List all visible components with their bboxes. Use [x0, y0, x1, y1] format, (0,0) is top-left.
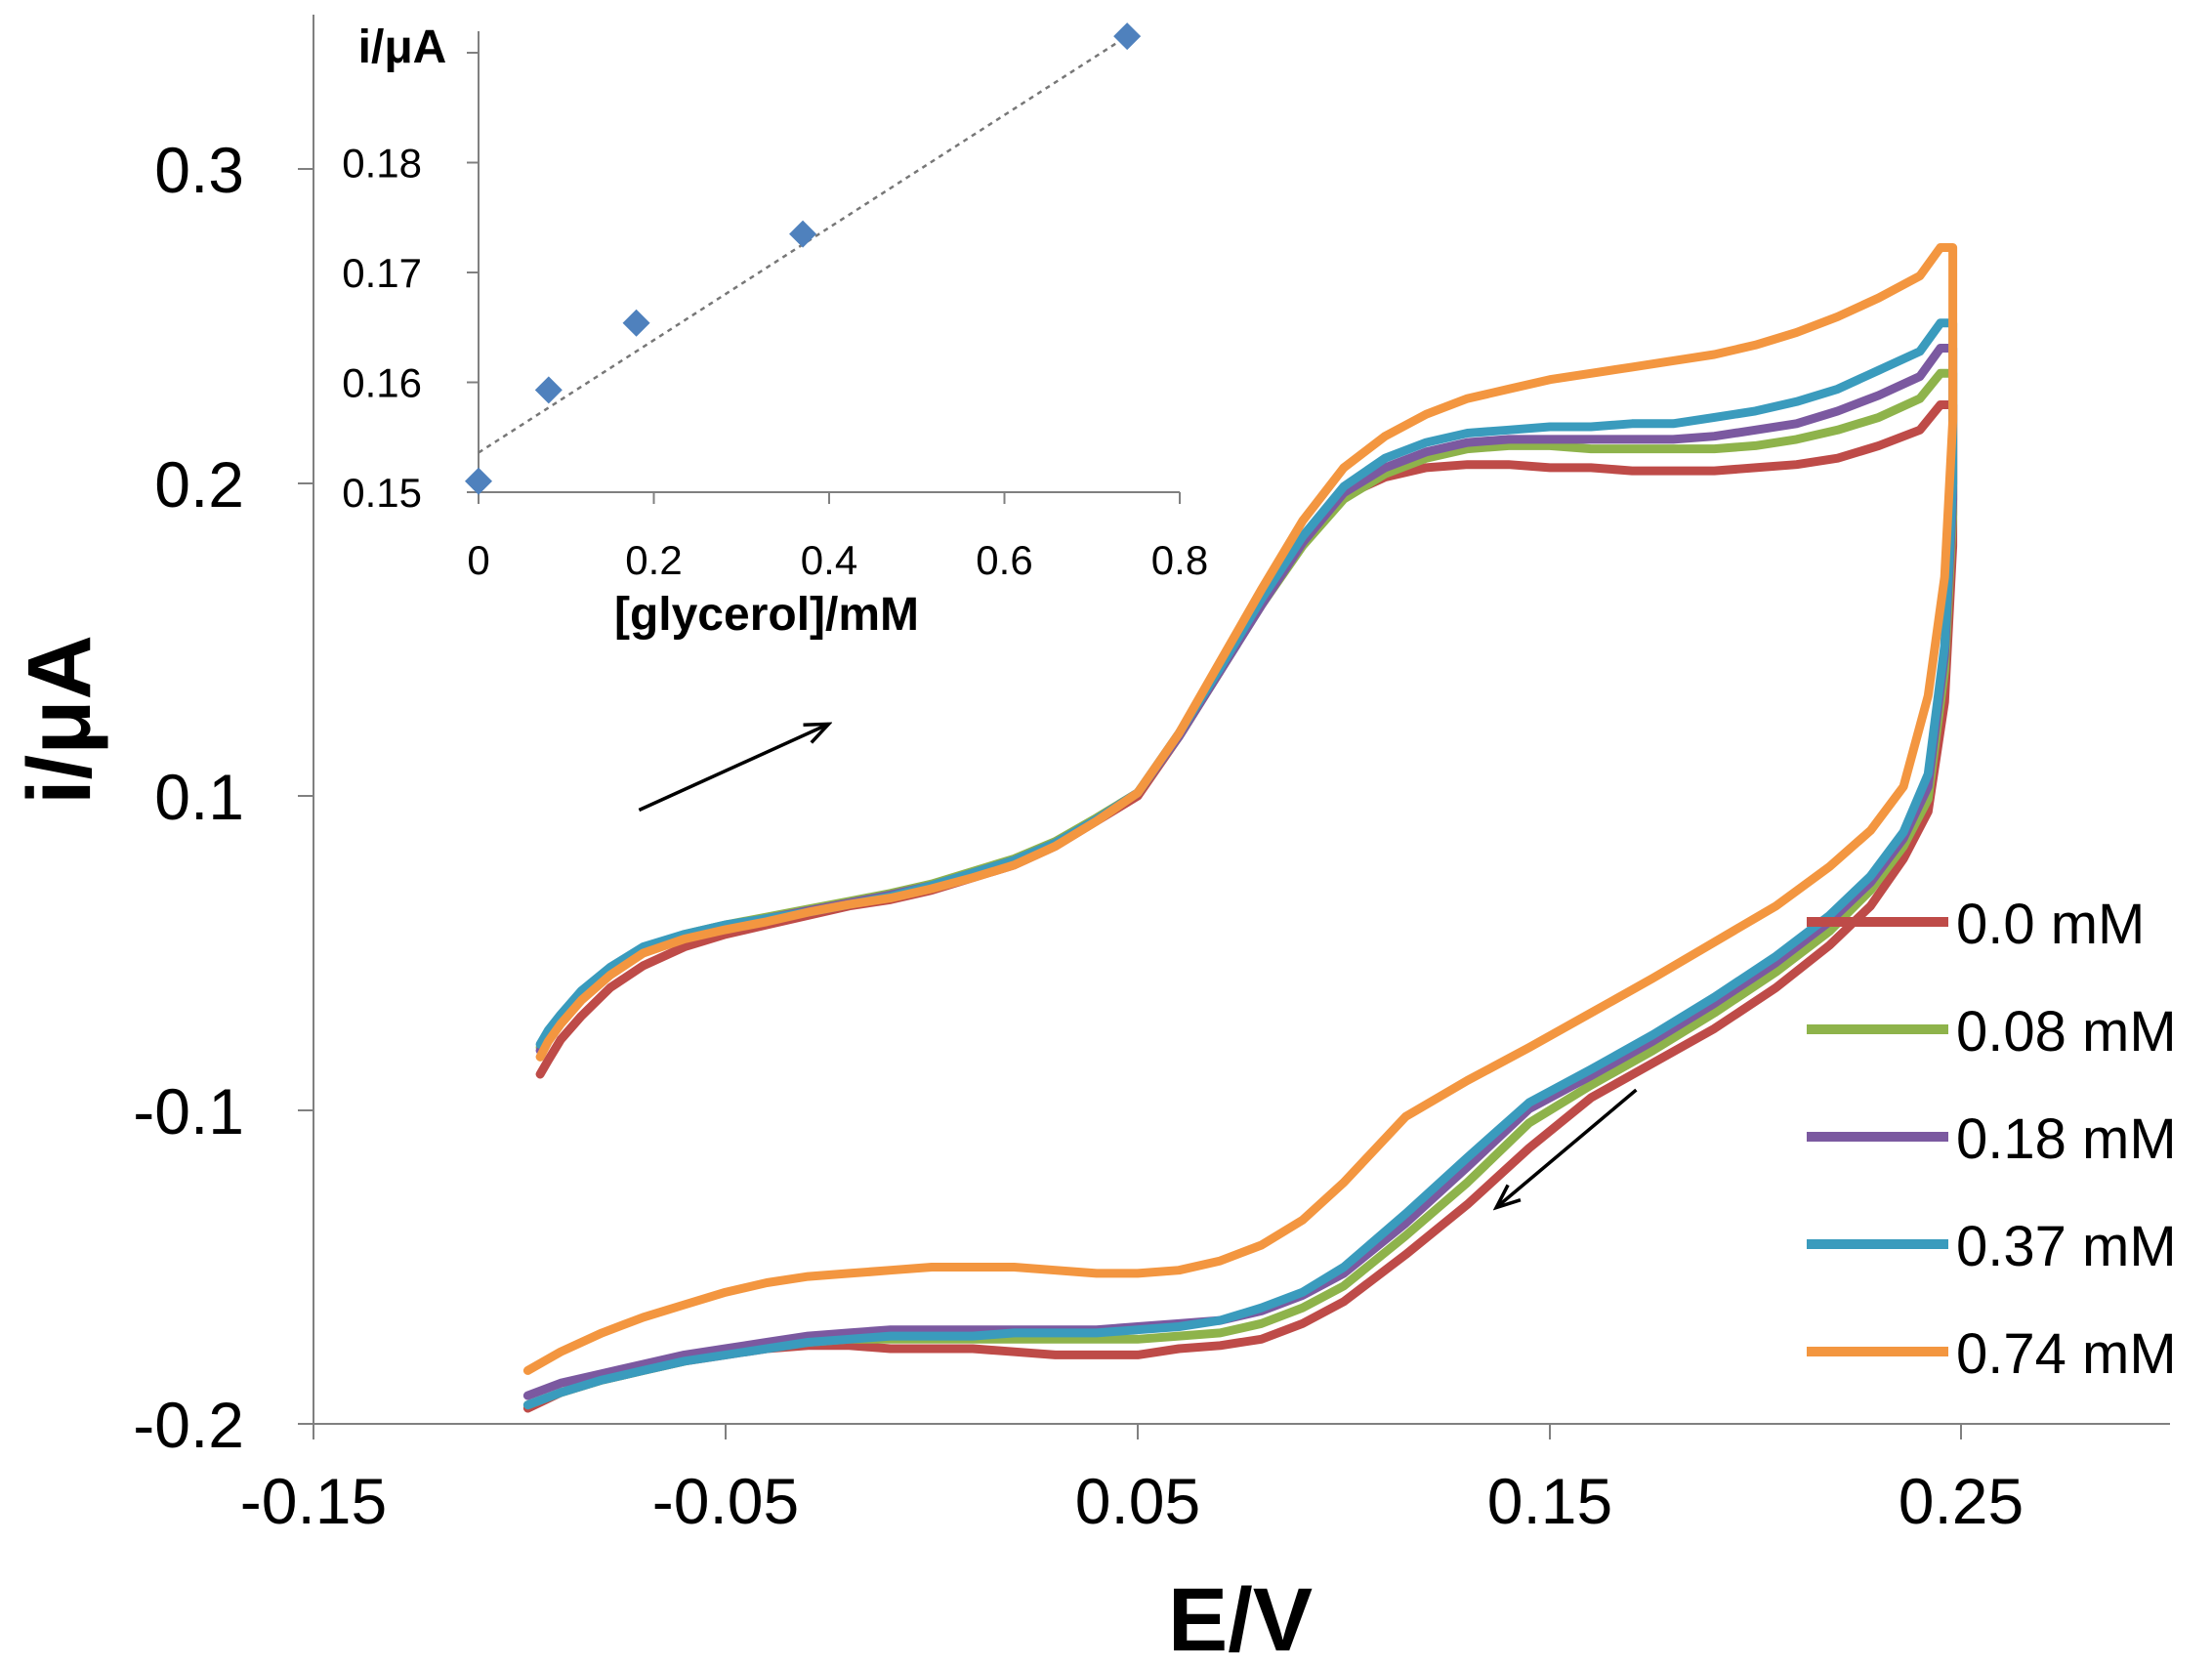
inset-data-point [789, 220, 817, 248]
main-y-ticks: -0.2 -0.1 0.1 0.2 0.3 [133, 134, 313, 1461]
main-x-ticks: -0.15 -0.05 0.05 0.15 0.25 [240, 1424, 2024, 1537]
main-axes: -0.2 -0.1 0.1 0.2 0.3 -0.15 -0.05 0.05 0.15 0.25… [10, 15, 2170, 1668]
inset-y-tick-label: 0.18 [342, 141, 422, 187]
main-y-tick-label: -0.1 [133, 1075, 244, 1147]
inset-x-tick-label: 0.2 [625, 537, 682, 583]
inset-y-axis-label: i/μA [358, 21, 447, 73]
forward-scan-arrow [638, 724, 828, 813]
inset-chart: 0.15 0.16 0.17 0.18 0 0.2 0.4 0.6 0.8 [glycerol… [342, 15, 1208, 641]
inset-x-tick-label: 0.8 [1151, 537, 1208, 583]
main-x-tick-label: -0.15 [240, 1465, 387, 1537]
inset-x-tick-label: 0.6 [976, 537, 1032, 583]
scan-arrows [638, 724, 1638, 1207]
main-y-tick-label: 0.3 [154, 134, 244, 206]
main-y-tick-label: 0.1 [154, 761, 244, 833]
main-x-tick-label: 0.05 [1075, 1465, 1200, 1537]
inset-y-tick-label: 0.15 [342, 470, 422, 516]
main-y-tick-label: -0.2 [133, 1389, 244, 1461]
inset-y-ticks: 0.15 0.16 0.17 0.18 [342, 52, 479, 516]
inset-y-tick-label: 0.17 [342, 250, 422, 296]
inset-x-axis-label: [glycerol]/mM [614, 589, 919, 641]
inset-data-point [465, 467, 492, 495]
main-x-tick-label: 0.25 [1899, 1465, 2024, 1537]
legend-label: 0.37 mM [1956, 1215, 2177, 1278]
inset-data-point [1113, 22, 1142, 51]
inset-x-tick-label: 0 [467, 537, 489, 583]
inset-data-point [534, 376, 563, 404]
legend: 0.0 mM 0.08 mM 0.18 mM 0.37 mM 0.74 mM [1807, 893, 2177, 1386]
inset-background [459, 15, 1201, 576]
cv-series-group [522, 243, 1958, 1413]
main-x-tick-label: -0.05 [652, 1465, 799, 1537]
inset-series-group [465, 22, 1142, 495]
inset-x-tick-label: 0.4 [801, 537, 857, 583]
reverse-scan-arrow [1496, 1088, 1638, 1207]
legend-label: 0.08 mM [1956, 1000, 2177, 1063]
main-x-tick-label: 0.15 [1487, 1465, 1612, 1537]
main-x-axis-label: E/V [1168, 1570, 1313, 1668]
cv-curve-0p74-mM [522, 243, 1958, 1375]
legend-label: 0.74 mM [1956, 1322, 2177, 1386]
inset-y-tick-label: 0.16 [342, 360, 422, 406]
main-y-axis-label: i/μA [10, 635, 109, 805]
legend-label: 0.18 mM [1956, 1107, 2177, 1171]
legend-label: 0.0 mM [1956, 893, 2145, 956]
inset-x-ticks: 0 0.2 0.4 0.6 0.8 [467, 492, 1208, 583]
inset-data-point [622, 309, 650, 337]
main-y-tick-label: 0.2 [154, 448, 244, 521]
